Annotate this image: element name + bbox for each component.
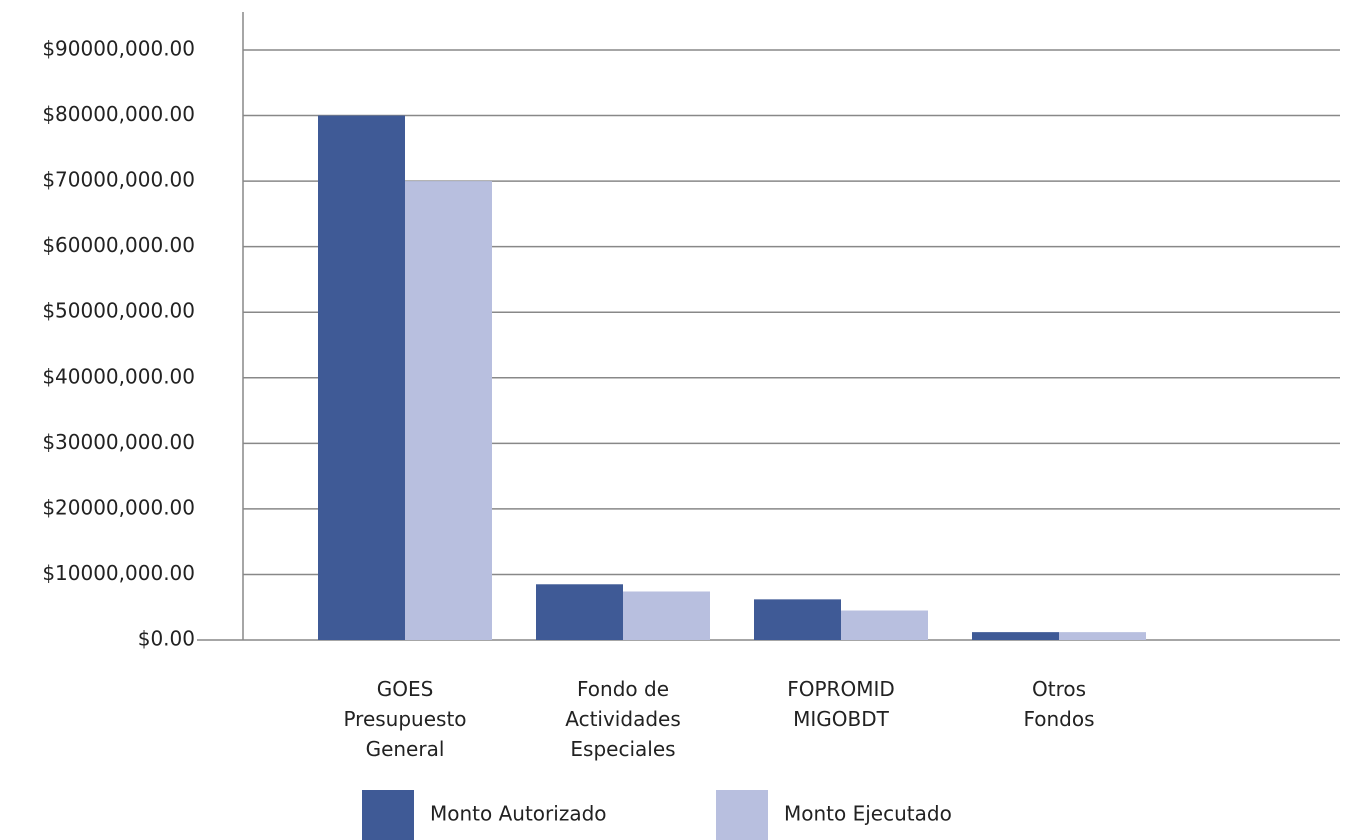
legend-label: Monto Ejecutado (784, 802, 952, 826)
bar (972, 632, 1059, 640)
x-tick-label-line: FOPROMID (787, 677, 895, 701)
bar (841, 610, 928, 640)
y-tick-label: $50000,000.00 (42, 299, 195, 323)
legend-swatch (716, 790, 768, 840)
x-tick-label-line: Presupuesto (343, 707, 466, 731)
y-tick-label: $10000,000.00 (42, 561, 195, 585)
x-tick-label-line: GOES (377, 677, 434, 701)
y-tick-label: $20000,000.00 (42, 495, 195, 519)
y-tick-label: $60000,000.00 (42, 233, 195, 257)
x-tick-label-line: MIGOBDT (793, 707, 890, 731)
y-tick-label: $30000,000.00 (42, 430, 195, 454)
x-tick-label: Otros Fondos (1023, 677, 1094, 731)
x-tick-label: GOES Presupuesto General (343, 677, 466, 761)
bar (536, 584, 623, 640)
bar (754, 599, 841, 640)
x-tick-label-line: Fondo de (577, 677, 669, 701)
bar (318, 115, 405, 641)
x-tick-label: Fondo de Actividades Especiales (565, 677, 681, 761)
x-tick-label-line: Fondos (1023, 707, 1094, 731)
bar (1059, 632, 1146, 640)
x-tick-label-line: General (366, 737, 445, 761)
legend-swatch (362, 790, 414, 840)
y-tick-label: $40000,000.00 (42, 364, 195, 388)
y-tick-label: $90000,000.00 (42, 37, 195, 61)
y-tick-label: $80000,000.00 (42, 102, 195, 126)
x-tick-label-line: Otros (1032, 677, 1086, 701)
legend-label: Monto Autorizado (430, 802, 607, 826)
bar (405, 181, 492, 640)
y-tick-label: $0.00 (138, 627, 195, 651)
x-tick-label-line: Actividades (565, 707, 681, 731)
x-tick-label-line: Especiales (570, 737, 675, 761)
x-tick-label: FOPROMID MIGOBDT (787, 677, 895, 731)
y-tick-label: $70000,000.00 (42, 168, 195, 192)
bar (623, 591, 710, 640)
